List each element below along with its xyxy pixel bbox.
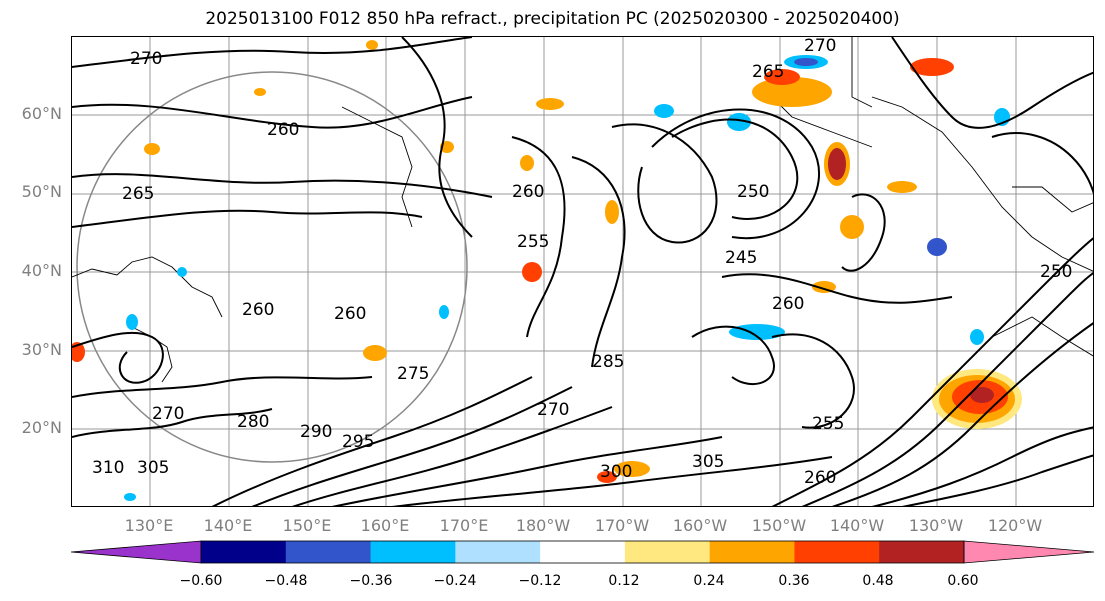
colorbar-segments (71, 540, 1095, 564)
contour-label: 270 (130, 49, 162, 69)
contour-label: 260 (804, 468, 836, 488)
longitude-label-170w: 170°W (594, 516, 650, 535)
longitude-label-140w: 140°W (829, 516, 885, 535)
colorbar-tick: −0.12 (518, 573, 562, 589)
contour-label: 265 (122, 184, 154, 204)
map-panel: 270 270 265 260 265 260 255 250 245 260 … (71, 36, 1094, 507)
contour-label: 270 (537, 400, 569, 420)
longitude-label-160w: 160°W (672, 516, 728, 535)
map-title: 2025013100 F012 850 hPa refract., precip… (205, 9, 900, 29)
contour-label: 260 (334, 304, 366, 324)
latitude-label-20n: 20°N (21, 418, 62, 437)
colorbar-tick: 0.60 (947, 573, 979, 589)
contour-label: 260 (267, 120, 299, 140)
map-svg: 270 270 265 260 265 260 255 250 245 260 … (72, 37, 1093, 506)
colorbar-segment (709, 541, 795, 563)
colorbar-border (200, 540, 965, 564)
contour-label: 280 (237, 412, 269, 432)
coastlines (72, 37, 1093, 383)
contour-label: 245 (725, 248, 757, 268)
range-circle (76, 71, 468, 463)
contour-label: 250 (1040, 262, 1072, 282)
colorbar-tick: 0.48 (862, 573, 894, 589)
colorbar-tick: −0.36 (349, 573, 393, 589)
colorbar-segment (455, 541, 541, 563)
longitude-label-160e: 160°E (360, 516, 410, 535)
longitude-label-140e: 140°E (203, 516, 253, 535)
colorbar-tick: 0.24 (693, 573, 725, 589)
colorbar-segment (71, 540, 202, 564)
contour-label: 250 (737, 182, 769, 202)
colorbar-segment (624, 541, 711, 563)
precipitation-shading (72, 40, 1022, 501)
colorbar-tick: −0.48 (264, 573, 308, 589)
latitude-label-60n: 60°N (21, 104, 62, 123)
colorbar-tick: 0.12 (608, 573, 640, 589)
colorbar-segment (285, 541, 372, 563)
contour-label: 270 (804, 37, 836, 56)
colorbar-segment (794, 541, 880, 563)
colorbar-segment (201, 541, 287, 563)
colorbar-tick: −0.24 (433, 573, 477, 589)
contour-label: 295 (342, 432, 374, 452)
contour-label: 260 (512, 182, 544, 202)
longitude-label-170e: 170°E (439, 516, 489, 535)
latitude-label-30n: 30°N (21, 340, 62, 359)
contour-label: 275 (397, 364, 429, 384)
colorbar-tick: 0.36 (778, 573, 810, 589)
longitude-label-130e: 130°E (124, 516, 174, 535)
colorbar-segment (963, 540, 1095, 564)
colorbar (71, 540, 1095, 564)
refractivity-contours (72, 37, 1093, 506)
contour-label: 305 (692, 452, 724, 472)
contour-label: 285 (592, 352, 624, 372)
longitude-label-150e: 150°E (282, 516, 332, 535)
colorbar-segment (370, 541, 456, 563)
contour-labels: 270 270 265 260 265 260 255 250 245 260 … (92, 37, 1072, 488)
latitude-label-50n: 50°N (21, 182, 62, 201)
contour-label: 305 (137, 458, 169, 478)
contour-label: 270 (152, 404, 184, 424)
longitude-label-130w: 130°W (908, 516, 964, 535)
contour-label: 260 (772, 294, 804, 314)
contour-label: 300 (600, 462, 632, 482)
longitude-label-180w: 180°W (515, 516, 571, 535)
contour-label: 255 (517, 232, 549, 252)
contour-label: 265 (752, 62, 784, 82)
longitude-label-120w: 120°W (987, 516, 1043, 535)
longitude-label-150w: 150°W (751, 516, 807, 535)
colorbar-segment (540, 541, 626, 563)
latitude-label-40n: 40°N (21, 261, 62, 280)
contour-label: 310 (92, 458, 124, 478)
contour-label: 260 (242, 300, 274, 320)
graticule (72, 37, 1093, 506)
contour-label: 255 (812, 414, 844, 434)
colorbar-segment (879, 541, 965, 563)
contour-label: 290 (300, 422, 332, 442)
colorbar-tick: −0.60 (179, 573, 223, 589)
